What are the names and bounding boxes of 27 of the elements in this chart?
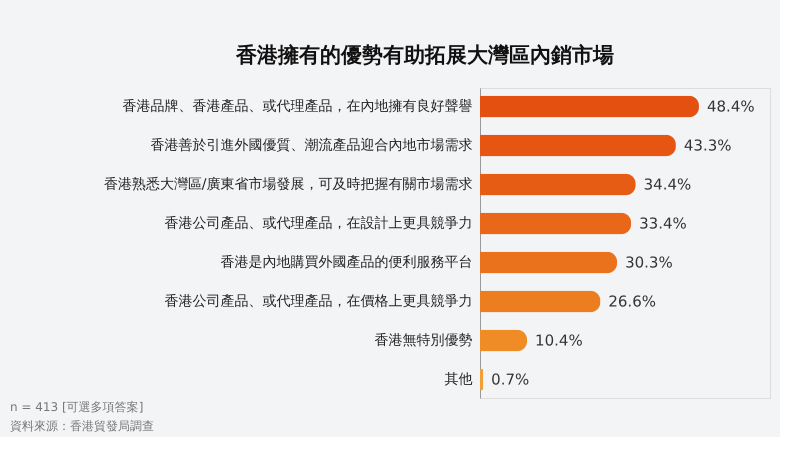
bar bbox=[480, 96, 699, 118]
bar bbox=[480, 368, 484, 390]
data-label: 26.6% bbox=[608, 292, 656, 310]
data-label: 43.3% bbox=[684, 136, 732, 155]
y-tick-label: 香港是內地購買外國產品的便利服務平台 bbox=[220, 254, 472, 270]
y-tick-label: 香港無特別優勢 bbox=[374, 332, 472, 348]
y-tick-label: 香港熟悉大灣區/廣東省市場發展，可及時把握有關市場需求 bbox=[104, 176, 472, 193]
bar bbox=[480, 290, 600, 312]
data-label: 34.4% bbox=[644, 176, 692, 194]
y-tick-label: 香港公司產品、或代理產品，在價格上更具競爭力 bbox=[164, 293, 472, 310]
y-tick-label: 香港善於引進外國優質、潮流產品迎合內地市場需求 bbox=[150, 136, 472, 154]
chart-title: 香港擁有的優勢有助拓展大灣區內銷市場 bbox=[235, 43, 614, 67]
text: n = 413 [可選多項答案] bbox=[10, 400, 144, 414]
bar bbox=[480, 330, 528, 352]
data-label: 33.4% bbox=[639, 214, 687, 233]
data-label: 48.4% bbox=[706, 98, 755, 116]
data-label: 0.7% bbox=[491, 370, 530, 388]
y-tick-label: 其他 bbox=[444, 371, 472, 388]
y-tick-label: 香港品牌、香港產品、或代理產品，在內地擁有良好聲譽 bbox=[122, 98, 472, 115]
data-label: 30.3% bbox=[625, 253, 673, 272]
bar bbox=[480, 212, 632, 234]
data-label: 10.4% bbox=[535, 331, 583, 350]
y-tick-label: 香港公司產品、或代理產品，在設計上更具競爭力 bbox=[164, 216, 472, 232]
bar bbox=[480, 134, 676, 156]
bar bbox=[480, 252, 618, 274]
source-note: 資料來源：香港貿發局調查 bbox=[10, 419, 154, 433]
bar bbox=[480, 174, 636, 196]
